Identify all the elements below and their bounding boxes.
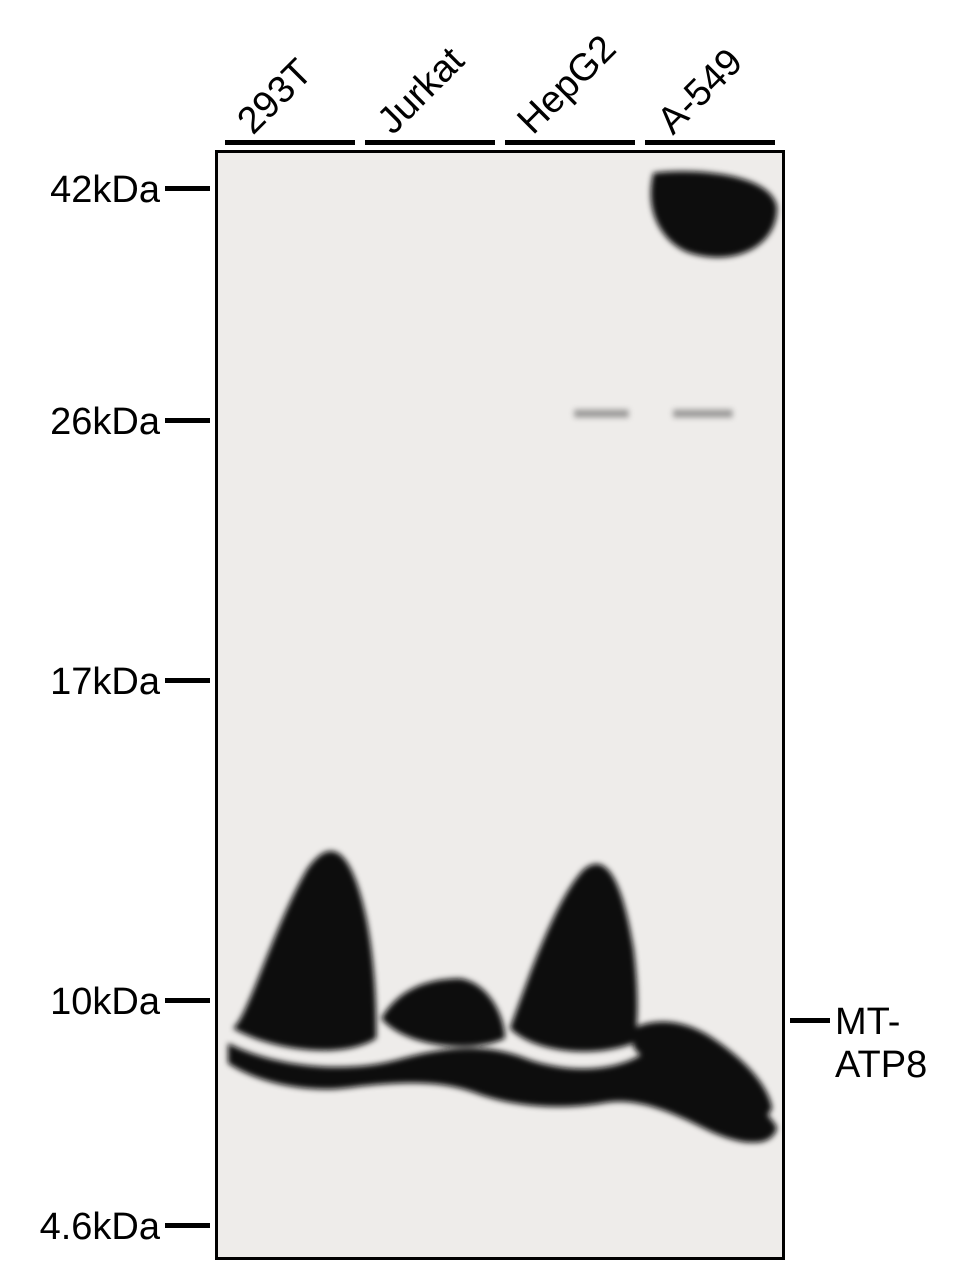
mw-label-2: 17kDa <box>0 661 160 704</box>
lane-label-2: HepG2 <box>510 27 626 143</box>
target-label: MT-ATP8 <box>835 1001 973 1087</box>
lane-labels-group: 293T Jurkat HepG2 A-549 <box>0 0 973 140</box>
mw-label-1: 26kDa <box>0 401 160 444</box>
lane-underline-2 <box>505 140 635 145</box>
mw-tick-0 <box>165 186 210 191</box>
mw-tick-4 <box>165 1223 210 1228</box>
lane-underline-3 <box>645 140 775 145</box>
lane-underline-1 <box>365 140 495 145</box>
mw-label-3: 10kDa <box>0 981 160 1024</box>
mw-tick-2 <box>165 678 210 683</box>
figure-container: 293T Jurkat HepG2 A-549 42kDa 26kDa 17kD… <box>0 0 973 1280</box>
lane-underline-0 <box>225 140 355 145</box>
mw-label-4: 4.6kDa <box>0 1206 160 1249</box>
lane-label-3: A-549 <box>650 41 752 143</box>
lane-label-0: 293T <box>230 51 322 143</box>
mw-label-0: 42kDa <box>0 169 160 212</box>
blot-svg <box>218 153 782 1257</box>
band-shape <box>673 410 732 418</box>
mw-tick-3 <box>165 998 210 1003</box>
mw-tick-1 <box>165 418 210 423</box>
blot-frame <box>215 150 785 1260</box>
lane-label-1: Jurkat <box>370 39 474 143</box>
target-tick <box>790 1018 830 1023</box>
band-shape <box>574 410 628 418</box>
